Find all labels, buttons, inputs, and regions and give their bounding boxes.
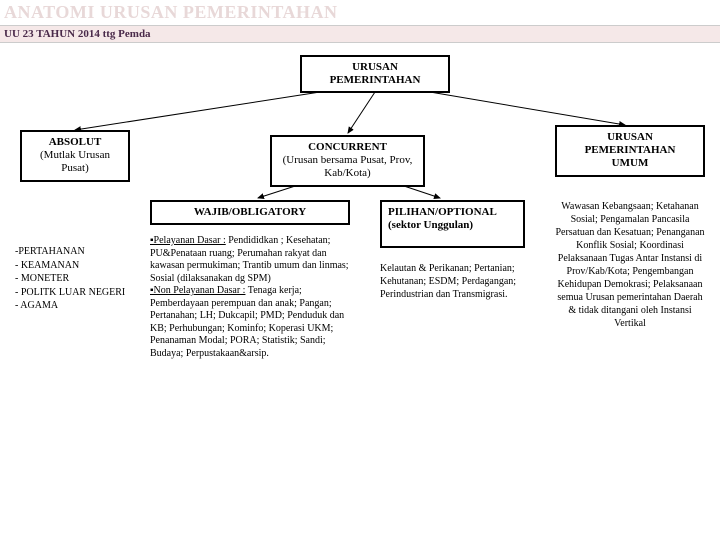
concurrent-node: CONCURRENT (Urusan bersama Pusat, Prov, … — [270, 135, 425, 187]
wajib-non-text: Tenaga kerja; Pemberdayaan perempuan dan… — [150, 285, 344, 359]
umum-line3: UMUM — [563, 157, 697, 170]
root-line1: URUSAN — [308, 61, 442, 74]
concurrent-sub: (Urusan bersama Pusat, Prov, Kab/Kota) — [278, 154, 417, 180]
wajib-dasar-label: ▪Pelayanan Dasar : — [150, 235, 226, 246]
pilihan-sub: (sektor Unggulan) — [388, 219, 517, 232]
absolut-items: -PERTAHANAN - KEAMANAN - MONETER - POLIT… — [15, 245, 130, 313]
root-line2: PEMERINTAHAN — [308, 74, 442, 87]
pilihan-node: PILIHAN/OPTIONAL (sektor Unggulan) — [380, 200, 525, 248]
umum-node: URUSAN PEMERINTAHAN UMUM — [555, 125, 705, 177]
page-subtitle: UU 23 TAHUN 2014 ttg Pemda — [0, 25, 720, 43]
wajib-content: ▪Pelayanan Dasar : Pendididkan ; Kesehat… — [150, 235, 350, 360]
pilihan-heading: PILIHAN/OPTIONAL — [388, 206, 517, 219]
wajib-node: WAJIB/OBLIGATORY — [150, 200, 350, 225]
wajib-non-label: ▪Non Pelayanan Dasar : — [150, 285, 245, 296]
umum-content: Wawasan Kebangsaan; Ketahanan Sosial; Pe… — [555, 200, 705, 330]
umum-line2: PEMERINTAHAN — [563, 144, 697, 157]
pilihan-items: Kelautan & Perikanan; Pertanian; Kehutan… — [380, 262, 525, 301]
root-node: URUSAN PEMERINTAHAN — [300, 55, 450, 93]
umum-line1: URUSAN — [563, 131, 697, 144]
absolut-node: ABSOLUT (Mutlak Urusan Pusat) — [20, 130, 130, 182]
concurrent-heading: CONCURRENT — [278, 141, 417, 154]
absolut-sub: (Mutlak Urusan Pusat) — [28, 149, 122, 175]
page-title: ANATOMI URUSAN PEMERINTAHAN — [0, 0, 720, 25]
absolut-heading: ABSOLUT — [28, 136, 122, 149]
wajib-heading: WAJIB/OBLIGATORY — [194, 206, 306, 218]
